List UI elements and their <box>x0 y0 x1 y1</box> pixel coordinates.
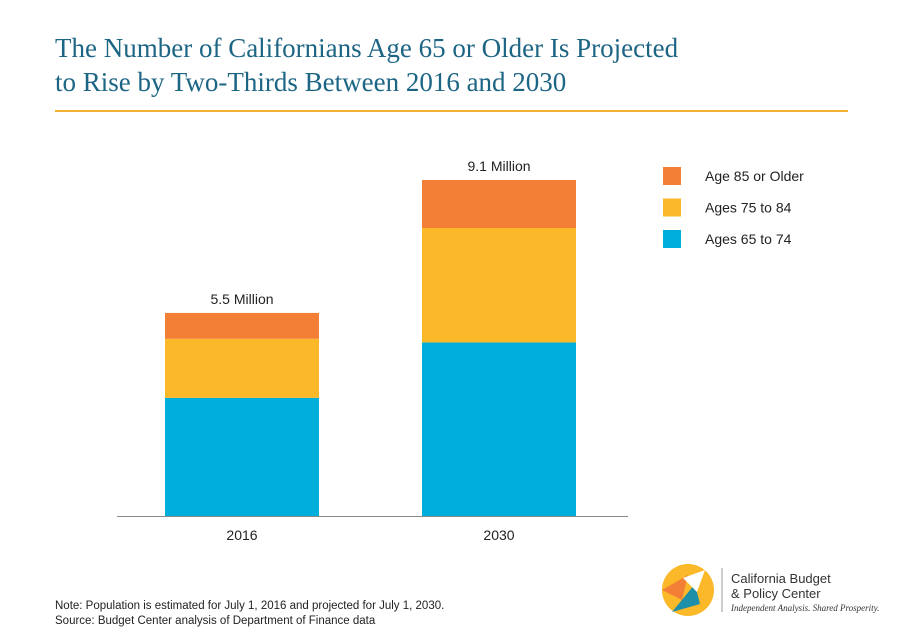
bar-segment <box>165 338 319 398</box>
bar-segment <box>422 228 576 343</box>
x-tick-label: 2030 <box>483 527 514 543</box>
bar-segment <box>165 312 319 339</box>
legend-label: Ages 75 to 84 <box>705 200 792 216</box>
bar-segment <box>422 342 576 516</box>
note: Source: Budget Center analysis of Depart… <box>55 615 376 627</box>
logo-tagline: Independent Analysis. Shared Prosperity. <box>730 603 879 613</box>
logo-mark <box>683 570 705 592</box>
bar-segment <box>422 180 576 228</box>
logo-text: & Policy Center <box>731 586 821 601</box>
total-label: 5.5 Million <box>210 291 273 307</box>
chart-title: The Number of Californians Age 65 or Old… <box>55 33 679 63</box>
chart-title: to Rise by Two-Thirds Between 2016 and 2… <box>55 67 566 97</box>
legend-label: Ages 65 to 74 <box>705 231 792 247</box>
logo-text: California Budget <box>731 571 831 586</box>
x-tick-label: 2016 <box>226 527 257 543</box>
logo-mark <box>672 584 700 612</box>
legend-swatch <box>663 167 681 185</box>
logo-mark <box>662 575 688 600</box>
legend-swatch <box>663 230 681 248</box>
note: Note: Population is estimated for July 1… <box>55 600 444 612</box>
legend-swatch <box>663 198 681 217</box>
logo: California Budget & Policy Center Indepe… <box>662 564 879 616</box>
legend-label: Age 85 or Older <box>705 168 804 184</box>
bar-segment <box>165 397 319 516</box>
total-label: 9.1 Million <box>467 158 530 174</box>
